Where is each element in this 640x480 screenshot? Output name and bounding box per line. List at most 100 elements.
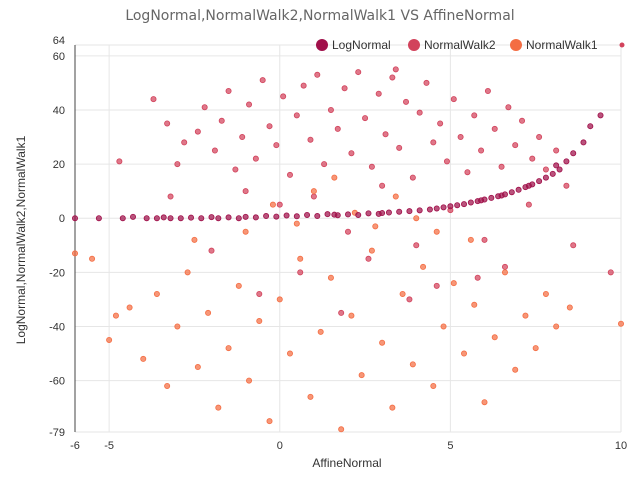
point-lognormal[interactable] (379, 210, 386, 217)
point-normalwalk1[interactable] (331, 174, 338, 181)
point-normalwalk2[interactable] (389, 74, 396, 81)
point-normalwalk1[interactable] (368, 247, 375, 254)
point-normalwalk2[interactable] (416, 109, 423, 116)
point-normalwalk1[interactable] (566, 304, 573, 311)
point-normalwalk2[interactable] (481, 236, 488, 243)
point-normalwalk1[interactable] (542, 290, 549, 297)
point-normalwalk2[interactable] (150, 96, 157, 103)
point-normalwalk2[interactable] (423, 79, 430, 86)
point-normalwalk1[interactable] (307, 393, 314, 400)
point-normalwalk2[interactable] (314, 71, 321, 78)
point-lognormal[interactable] (433, 205, 440, 212)
point-normalwalk1[interactable] (399, 290, 406, 297)
point-lognormal[interactable] (344, 211, 351, 218)
point-normalwalk1[interactable] (276, 296, 283, 303)
point-normalwalk1[interactable] (327, 274, 334, 281)
point-normalwalk2[interactable] (300, 82, 307, 89)
point-normalwalk2[interactable] (484, 88, 491, 95)
point-normalwalk1[interactable] (413, 215, 420, 222)
point-normalwalk1[interactable] (225, 345, 232, 352)
point-normalwalk2[interactable] (607, 269, 614, 276)
point-lognormal[interactable] (508, 189, 515, 196)
point-normalwalk2[interactable] (280, 93, 287, 100)
point-normalwalk1[interactable] (372, 223, 379, 230)
point-lognormal[interactable] (314, 213, 321, 220)
point-lognormal[interactable] (461, 201, 468, 208)
point-normalwalk2[interactable] (218, 117, 225, 124)
point-lognormal[interactable] (143, 215, 150, 222)
point-normalwalk2[interactable] (403, 98, 410, 105)
point-normalwalk1[interactable] (194, 364, 201, 371)
point-normalwalk2[interactable] (194, 128, 201, 135)
point-lognormal[interactable] (293, 213, 300, 220)
point-normalwalk1[interactable] (174, 323, 181, 330)
point-normalwalk1[interactable] (433, 228, 440, 235)
point-lognormal[interactable] (242, 213, 249, 220)
point-normalwalk1[interactable] (242, 228, 249, 235)
point-normalwalk2[interactable] (474, 274, 481, 281)
point-normalwalk2[interactable] (327, 106, 334, 113)
point-normalwalk2[interactable] (457, 134, 464, 141)
point-lognormal[interactable] (215, 215, 222, 222)
point-normalwalk2[interactable] (392, 66, 399, 73)
point-normalwalk1[interactable] (164, 382, 171, 389)
point-normalwalk1[interactable] (358, 372, 365, 379)
point-normalwalk2[interactable] (563, 182, 570, 189)
point-lognormal[interactable] (563, 158, 570, 165)
point-lognormal[interactable] (177, 215, 184, 222)
point-normalwalk1[interactable] (440, 323, 447, 330)
point-normalwalk2[interactable] (232, 166, 239, 173)
point-normalwalk2[interactable] (529, 155, 536, 162)
point-lognormal[interactable] (119, 215, 126, 222)
point-lognormal[interactable] (355, 211, 362, 218)
point-normalwalk2[interactable] (379, 182, 386, 189)
point-normalwalk2[interactable] (430, 139, 437, 146)
point-normalwalk2[interactable] (338, 309, 345, 316)
point-normalwalk2[interactable] (464, 169, 471, 176)
point-lognormal[interactable] (153, 215, 160, 222)
point-normalwalk2[interactable] (519, 117, 526, 124)
point-lognormal[interactable] (447, 203, 454, 210)
point-normalwalk2[interactable] (252, 155, 259, 162)
point-lognormal[interactable] (208, 214, 215, 221)
point-normalwalk1[interactable] (215, 404, 222, 411)
point-lognormal[interactable] (225, 214, 232, 221)
point-lognormal[interactable] (406, 208, 413, 215)
point-normalwalk2[interactable] (478, 147, 485, 154)
point-lognormal[interactable] (454, 202, 461, 209)
point-lognormal[interactable] (467, 199, 474, 206)
point-normalwalk2[interactable] (273, 142, 280, 149)
point-normalwalk1[interactable] (338, 426, 345, 433)
point-normalwalk1[interactable] (491, 334, 498, 341)
point-lognormal[interactable] (385, 209, 392, 216)
point-lognormal[interactable] (525, 182, 532, 189)
point-lognormal[interactable] (72, 215, 79, 222)
point-lognormal[interactable] (188, 214, 195, 221)
point-normalwalk2[interactable] (201, 104, 208, 111)
point-lognormal[interactable] (416, 207, 423, 214)
point-normalwalk2[interactable] (225, 88, 232, 95)
point-normalwalk1[interactable] (553, 323, 560, 330)
point-normalwalk1[interactable] (461, 350, 468, 357)
point-normalwalk1[interactable] (112, 312, 119, 319)
point-normalwalk2[interactable] (413, 242, 420, 249)
point-normalwalk2[interactable] (570, 242, 577, 249)
point-normalwalk2[interactable] (365, 255, 372, 262)
point-normalwalk2[interactable] (293, 112, 300, 119)
point-normalwalk2[interactable] (174, 161, 181, 168)
point-normalwalk2[interactable] (505, 104, 512, 111)
point-normalwalk2[interactable] (498, 163, 505, 170)
point-lognormal[interactable] (396, 208, 403, 215)
point-normalwalk1[interactable] (512, 366, 519, 373)
point-normalwalk2[interactable] (167, 193, 174, 200)
point-lognormal[interactable] (95, 215, 102, 222)
point-normalwalk1[interactable] (256, 318, 263, 325)
point-normalwalk2[interactable] (437, 120, 444, 127)
point-normalwalk2[interactable] (396, 144, 403, 151)
point-normalwalk2[interactable] (553, 147, 560, 154)
point-normalwalk2[interactable] (348, 150, 355, 157)
point-normalwalk1[interactable] (153, 290, 160, 297)
point-normalwalk1[interactable] (348, 312, 355, 319)
point-lognormal[interactable] (580, 139, 587, 146)
point-lognormal[interactable] (542, 174, 549, 181)
